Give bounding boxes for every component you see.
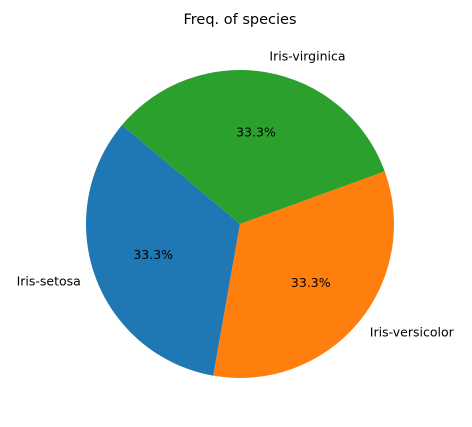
pie-slice-iris-virginica — [122, 69, 385, 224]
slice-label-iris-setosa: Iris-setosa — [17, 273, 81, 288]
pie-slice-iris-setosa — [86, 125, 241, 376]
slice-percent-iris-versicolor: 33.3% — [291, 275, 331, 290]
pie-slice-iris-versicolor — [213, 171, 395, 378]
chart-title: Freq. of species — [183, 12, 296, 28]
slice-percent-iris-virginica: 33.3% — [236, 125, 276, 140]
slice-percent-iris-setosa: 33.3% — [133, 247, 173, 262]
slice-label-iris-versicolor: Iris-versicolor — [370, 324, 455, 339]
slice-label-iris-virginica: Iris-virginica — [269, 49, 345, 64]
